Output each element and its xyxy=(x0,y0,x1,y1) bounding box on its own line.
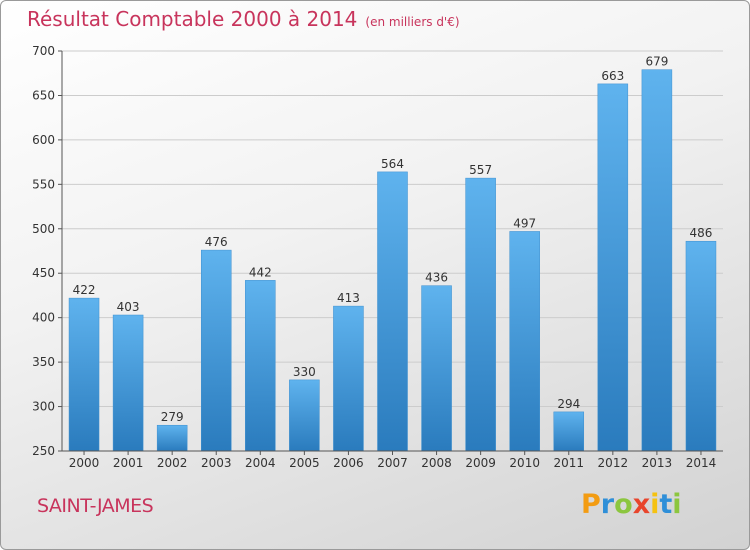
y-tick-label: 300 xyxy=(32,400,55,414)
bar-2004 xyxy=(245,280,276,452)
bar-2007 xyxy=(377,171,408,452)
bar-2010 xyxy=(509,231,540,452)
chart-subtitle: (en milliers d'€) xyxy=(365,15,460,29)
y-tick-label: 250 xyxy=(32,444,55,458)
x-tick-label-2007: 2007 xyxy=(377,456,408,470)
data-label-2000: 422 xyxy=(73,283,96,297)
labels: 250 300 350 400 450 500 550 600 650 700 422 2000 403… xyxy=(32,44,716,470)
data-label-2009: 557 xyxy=(469,163,492,177)
y-tick-label: 450 xyxy=(32,266,55,280)
x-tick-label-2000: 2000 xyxy=(69,456,100,470)
bar-2014 xyxy=(685,240,717,452)
y-tick-label: 350 xyxy=(32,355,55,369)
logo-letter: x xyxy=(632,489,651,520)
y-tick-label: 650 xyxy=(32,88,55,102)
data-label-2001: 403 xyxy=(117,300,140,314)
logo-letter: t xyxy=(659,489,673,520)
data-label-2005: 330 xyxy=(293,365,316,379)
logo-letter: r xyxy=(600,489,615,520)
x-tick-label-2013: 2013 xyxy=(642,456,673,470)
bars xyxy=(68,69,717,452)
data-label-2003: 476 xyxy=(205,235,228,249)
x-tick-label-2009: 2009 xyxy=(465,456,496,470)
data-label-2002: 279 xyxy=(161,410,184,424)
x-tick-label-2011: 2011 xyxy=(553,456,584,470)
bar-2013 xyxy=(641,69,673,452)
bar-2002 xyxy=(156,424,188,452)
data-label-2004: 442 xyxy=(249,265,272,279)
y-tick-label: 600 xyxy=(32,133,55,147)
data-label-2013: 679 xyxy=(645,55,668,69)
bar-2003 xyxy=(200,249,232,452)
x-tick-label-2003: 2003 xyxy=(201,456,232,470)
data-label-2014: 486 xyxy=(690,226,713,240)
bar-2005 xyxy=(289,379,320,452)
x-tick-label-2004: 2004 xyxy=(245,456,276,470)
bar-2008 xyxy=(421,285,452,452)
x-tick-label-2008: 2008 xyxy=(421,456,452,470)
x-tick-label-2014: 2014 xyxy=(686,456,717,470)
y-tick-label: 400 xyxy=(32,311,55,325)
bar-2006 xyxy=(333,305,364,452)
bar-2000 xyxy=(68,297,100,452)
proxiti-logo: Proxiti xyxy=(581,489,682,520)
y-tick-label: 700 xyxy=(32,44,55,58)
chart-title-text: Résultat Comptable 2000 à 2014 xyxy=(27,7,358,31)
data-label-2012: 663 xyxy=(601,69,624,83)
x-tick-label-2001: 2001 xyxy=(113,456,144,470)
data-label-2011: 294 xyxy=(557,397,580,411)
data-label-2006: 413 xyxy=(337,291,360,305)
x-tick-label-2006: 2006 xyxy=(333,456,364,470)
chart-title: Résultat Comptable 2000 à 2014 (en millie… xyxy=(27,7,460,31)
bar-2011 xyxy=(553,411,585,452)
y-tick-label: 550 xyxy=(32,177,55,191)
bar-2001 xyxy=(112,314,144,452)
y-tick-label: 500 xyxy=(32,222,55,236)
x-tick-label-2002: 2002 xyxy=(157,456,188,470)
bar-2012 xyxy=(597,83,629,452)
bar-2009 xyxy=(465,177,496,452)
x-tick-label-2005: 2005 xyxy=(289,456,320,470)
data-label-2007: 564 xyxy=(381,157,404,171)
logo-letter: i xyxy=(650,489,660,520)
data-label-2008: 436 xyxy=(425,271,448,285)
x-tick-label-2012: 2012 xyxy=(598,456,629,470)
commune-name: SAINT-JAMES xyxy=(37,495,154,517)
x-tick-label-2010: 2010 xyxy=(509,456,540,470)
logo-letter: i xyxy=(672,489,682,520)
logo-letter: o xyxy=(614,489,633,520)
axes xyxy=(58,50,723,455)
data-label-2010: 497 xyxy=(513,216,536,230)
logo-letter: P xyxy=(581,489,601,520)
